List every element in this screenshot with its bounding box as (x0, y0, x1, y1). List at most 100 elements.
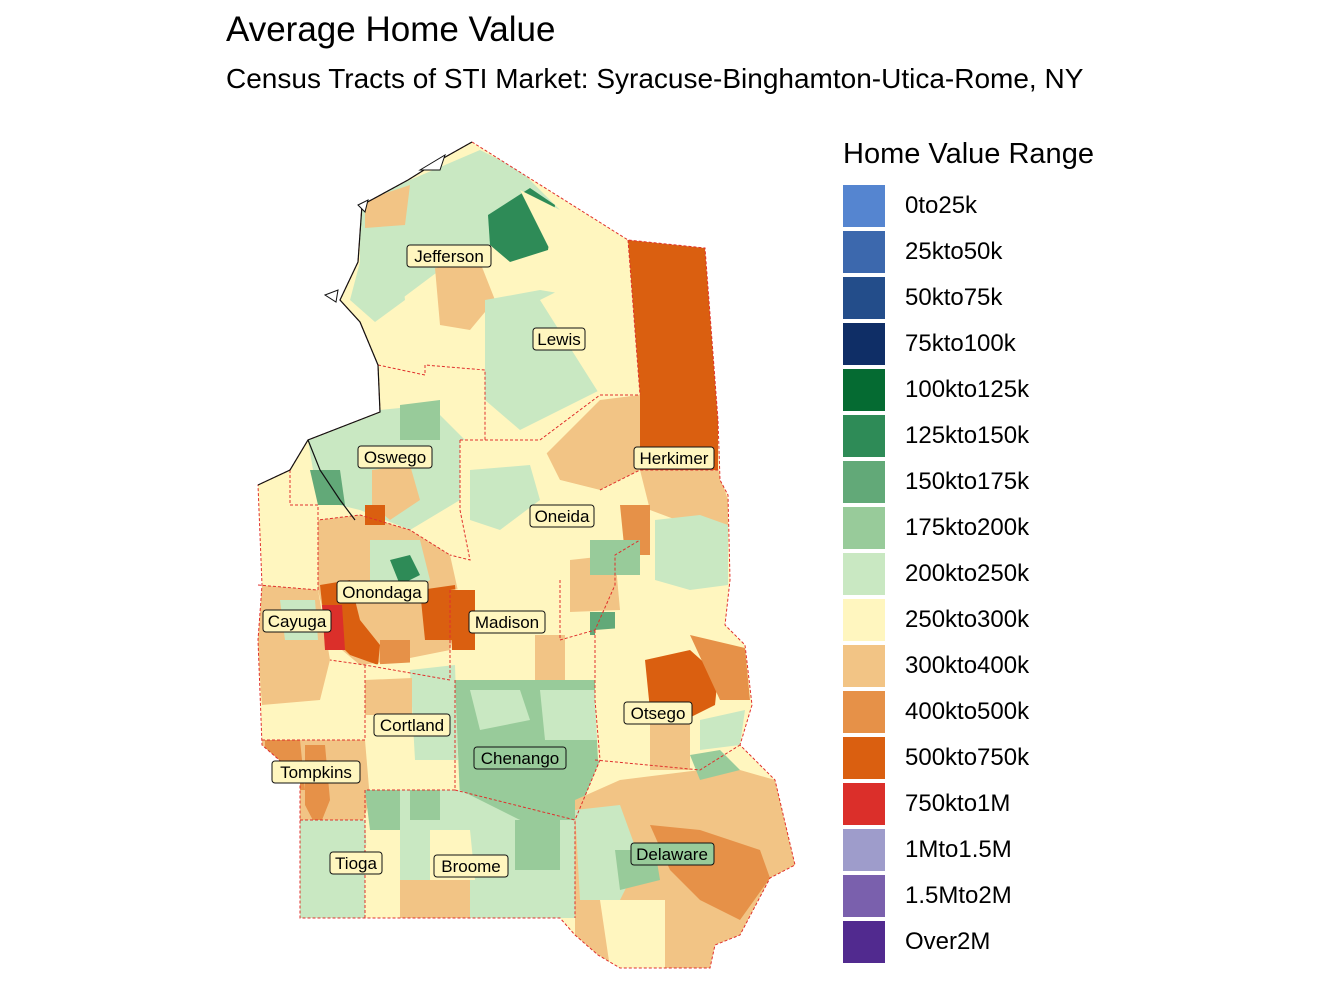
legend-label: 25kto50k (905, 238, 1003, 265)
tract-area (470, 465, 540, 530)
legend-label: 400kto500k (905, 698, 1030, 725)
legend-swatch (843, 415, 885, 457)
county-label-text: Oswego (364, 448, 426, 467)
county-label-text: Cortland (380, 716, 444, 735)
legend-item: 500kto750k (843, 735, 1094, 781)
tract-area (365, 790, 410, 830)
legend-label: 1Mto1.5M (905, 836, 1012, 863)
tract-area (450, 590, 475, 650)
county-label-text: Otsego (631, 704, 686, 723)
legend-title: Home Value Range (843, 138, 1094, 170)
county-label-box (373, 713, 451, 737)
river-line (307, 439, 356, 521)
county-label-text: Broome (441, 857, 501, 876)
tract-area (650, 720, 690, 770)
legend-swatch (843, 875, 885, 917)
county-label-lewis: Lewis (532, 327, 586, 351)
county-label-text: Oneida (535, 507, 590, 526)
legend-swatch (843, 829, 885, 871)
legend-label: 500kto750k (905, 744, 1030, 771)
legend-item: 75kto100k (843, 321, 1094, 367)
county-label-cayuga: Cayuga (262, 609, 332, 633)
county-label-box (473, 746, 567, 770)
legend-item: 400kto500k (843, 689, 1094, 735)
county-label-text: Cayuga (268, 612, 327, 631)
county-label-otsego: Otsego (623, 701, 693, 725)
tract-area (515, 820, 560, 870)
tract-area (400, 400, 440, 440)
county-label-box (630, 842, 715, 866)
county-label-box (357, 445, 433, 469)
tract-area (390, 555, 420, 585)
legend-label: 100kto125k (905, 376, 1030, 403)
legend-label: 150kto175k (905, 468, 1030, 495)
county-label-cortland: Cortland (373, 713, 451, 737)
tract-area (540, 395, 640, 490)
legend-label: 0to25k (905, 192, 978, 219)
county-label-text: Delaware (636, 845, 708, 864)
lake-shoreline (257, 141, 473, 486)
legend-swatch (843, 231, 885, 273)
legend-item: 1Mto1.5M (843, 827, 1094, 873)
tract-area (365, 185, 410, 228)
legend-label: 125kto150k (905, 422, 1030, 449)
county-label-tompkins: Tompkins (271, 760, 361, 784)
legend-swatch (843, 369, 885, 411)
legend-label: 75kto100k (905, 330, 1016, 357)
county-label-text: Tompkins (280, 763, 352, 782)
county-label-box (271, 760, 361, 784)
county-label-oswego: Oswego (357, 445, 433, 469)
county-label-text: Tioga (335, 854, 377, 873)
legend-swatch (843, 691, 885, 733)
county-boundary (377, 364, 486, 440)
tract-area (350, 258, 405, 322)
tract-area (535, 635, 565, 680)
legend: Home Value Range 0to25k 25kto50k 50kto75k 7… (843, 138, 1094, 965)
county-label-box (623, 701, 693, 725)
county-boundary (594, 744, 741, 771)
legend-swatch (843, 277, 885, 319)
tract-area (690, 635, 750, 700)
tract-area (435, 262, 495, 330)
county-boundary (454, 789, 576, 918)
legend-item: Over2M (843, 919, 1094, 965)
county-label-box (468, 610, 546, 634)
tract-area (540, 690, 598, 740)
county-label-box (336, 580, 429, 604)
tract-area (655, 515, 728, 590)
county-label-broome: Broome (433, 854, 509, 878)
tract-area (640, 470, 728, 525)
island-shape (323, 289, 339, 303)
county-label-herkimer: Herkimer (633, 446, 715, 470)
county-label-chenango: Chenango (473, 746, 567, 770)
legend-swatch (843, 461, 885, 503)
county-label-box (633, 446, 715, 470)
tract-fills (258, 142, 795, 968)
county-label-text: Chenango (481, 749, 559, 768)
legend-item: 100kto125k (843, 367, 1094, 413)
county-label-box (532, 327, 586, 351)
county-label-jefferson: Jefferson (406, 244, 492, 268)
county-label-madison: Madison (468, 610, 546, 634)
county-label-delaware: Delaware (630, 842, 715, 866)
tract-area (520, 190, 605, 270)
legend-item: 175kto200k (843, 505, 1094, 551)
tract-area (310, 470, 345, 505)
legend-item: 150kto175k (843, 459, 1094, 505)
county-label-tioga: Tioga (329, 851, 383, 875)
legend-item: 1.5Mto2M (843, 873, 1094, 919)
legend-label: 1.5Mto2M (905, 882, 1012, 909)
chart-title: Average Home Value (226, 10, 556, 49)
legend-swatch (843, 921, 885, 963)
legend-item: 200kto250k (843, 551, 1094, 597)
tract-area (320, 580, 380, 665)
tract-area (365, 505, 385, 525)
tract-area (410, 790, 440, 820)
county-label-box (262, 609, 332, 633)
legend-label: 50kto75k (905, 284, 1003, 311)
county-label-onondaga: Onondaga (336, 580, 429, 604)
county-label-box (433, 854, 509, 878)
tract-area (590, 540, 640, 575)
legend-item: 50kto75k (843, 275, 1094, 321)
legend-label: 300kto400k (905, 652, 1030, 679)
